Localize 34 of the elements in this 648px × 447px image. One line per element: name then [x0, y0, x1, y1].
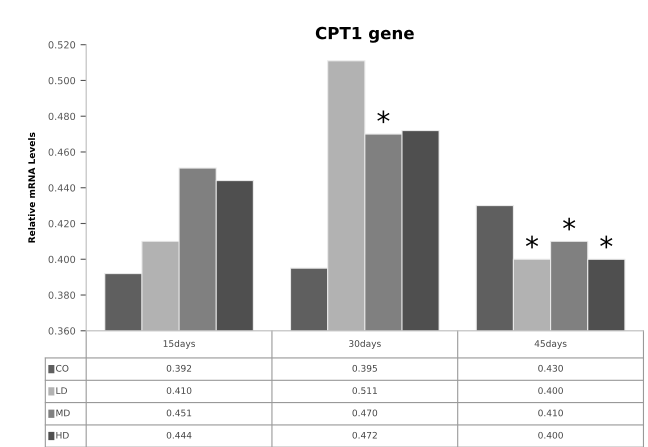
y-tick-label: 0.440 [48, 184, 76, 192]
y-tick-label: 0.500 [48, 76, 76, 84]
legend-label: LD [56, 387, 67, 394]
y-tick-label: 0.380 [48, 292, 76, 299]
data-label: 0.430 [538, 364, 563, 372]
y-tick-label: 0.420 [48, 220, 76, 228]
y-tick-label: 0.360 [48, 327, 76, 335]
annotation: * [526, 236, 538, 248]
data-label: 0.395 [352, 364, 377, 372]
annotation: * [600, 236, 612, 248]
y-tick-label: 0.520 [48, 41, 76, 49]
data-label: 0.410 [538, 410, 563, 416]
data-label: 0.400 [538, 387, 563, 394]
data-label: 0.410 [166, 387, 192, 394]
x-tick-label: 15days [164, 340, 196, 349]
legend-label: CO [56, 364, 68, 372]
data-label: 0.451 [166, 410, 192, 416]
y-axis-title: Relative mRNA Levels [28, 132, 36, 243]
annotation: * [377, 110, 390, 124]
data-label: 0.472 [352, 432, 377, 439]
annotation: * [563, 218, 576, 230]
x-tick-label: 45days [534, 340, 567, 349]
y-tick-label: 0.460 [48, 148, 76, 156]
data-label: 0.444 [166, 432, 192, 439]
data-label: 0.511 [352, 387, 377, 394]
chart-title: CPT1 gene [316, 26, 414, 43]
data-label: 0.400 [538, 432, 563, 439]
legend-label: MD [56, 410, 70, 416]
data-label: 0.392 [166, 364, 192, 372]
y-tick-label: 0.480 [48, 112, 76, 120]
x-tick-label: 30days [349, 340, 381, 349]
y-tick-label: 0.400 [48, 256, 76, 264]
data-label: 0.470 [352, 410, 378, 416]
legend-label: HD [56, 432, 69, 439]
